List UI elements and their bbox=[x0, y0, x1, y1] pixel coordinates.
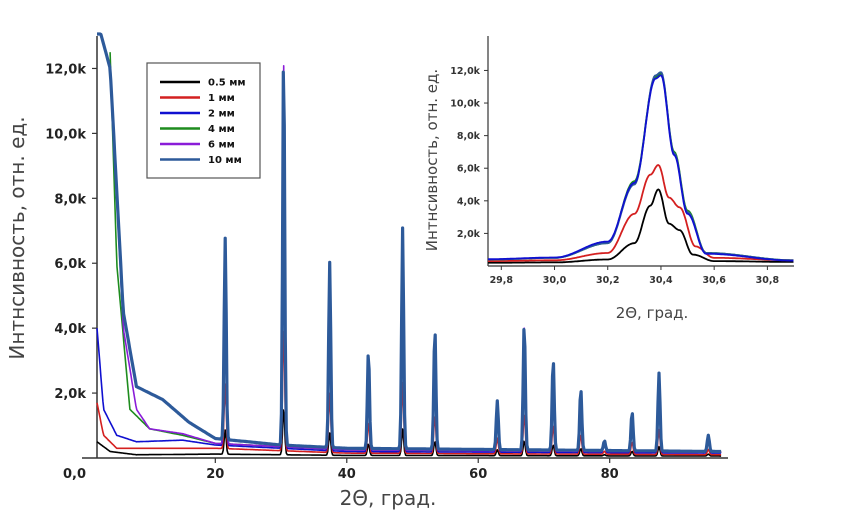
main-series-line bbox=[96, 409, 722, 457]
legend-label: 2 мм bbox=[208, 109, 235, 120]
inset-series-line bbox=[488, 164, 794, 262]
inset-x-tick-label: 30,2 bbox=[596, 275, 619, 286]
main-x-axis-label: 2Θ, град. bbox=[340, 486, 437, 510]
x-tick-label: 20 bbox=[206, 467, 224, 482]
main-series-line bbox=[96, 32, 722, 454]
inset-x-tick-label: 30,6 bbox=[702, 275, 726, 286]
x-tick-label: 60 bbox=[469, 467, 487, 482]
inset-x-axis-label: 2Θ, град. bbox=[616, 304, 689, 322]
inset-x-tick-label: 30,4 bbox=[649, 275, 673, 286]
x-tick-label: 80 bbox=[601, 467, 619, 482]
inset-y-tick-label: 4,0k bbox=[457, 196, 481, 207]
inset-x-tick-label: 30,0 bbox=[543, 275, 567, 286]
inset-y-tick-label: 12,0k bbox=[450, 66, 480, 77]
inset-y-tick-label: 10,0k bbox=[450, 99, 480, 110]
main-y-axis-label: Интнсивность, отн. ед. bbox=[5, 116, 29, 359]
inset-series-line bbox=[488, 188, 794, 264]
inset-series-line bbox=[488, 74, 794, 262]
main-series-group bbox=[96, 32, 722, 457]
y-tick-label: 2,0k bbox=[54, 387, 86, 402]
y-tick-label: 10,0k bbox=[45, 127, 86, 142]
legend-label: 1 мм bbox=[208, 93, 235, 104]
main-series-line bbox=[96, 330, 722, 456]
y-tick-label: 8,0k bbox=[54, 192, 86, 207]
legend-label: 6 мм bbox=[208, 140, 235, 151]
x-tick-label: 40 bbox=[338, 467, 356, 482]
inset-x-tick-label: 30,8 bbox=[756, 275, 780, 286]
legend-label: 0.5 мм bbox=[208, 78, 246, 89]
inset-y-tick-label: 2,0k bbox=[457, 229, 481, 240]
y-tick-label: 0,0 bbox=[63, 467, 86, 482]
legend: 0.5 мм 1 мм 2 мм 4 мм 6 мм 10 мм bbox=[146, 62, 261, 179]
inset-x-tick-label: 29,8 bbox=[490, 275, 514, 286]
main-series-line bbox=[96, 111, 722, 454]
inset-y-tick-label: 6,0k bbox=[457, 164, 481, 175]
inset-y-tick-label: 8,0k bbox=[457, 131, 481, 142]
inset-series-group bbox=[488, 71, 794, 264]
y-tick-label: 6,0k bbox=[54, 257, 86, 272]
legend-label: 10 мм bbox=[208, 155, 242, 166]
inset-y-axis-label: Интнсивность, отн. ед. bbox=[423, 69, 441, 251]
y-tick-label: 4,0k bbox=[54, 322, 86, 337]
legend-label: 4 мм bbox=[208, 124, 235, 135]
y-tick-label: 12,0k bbox=[45, 62, 86, 77]
